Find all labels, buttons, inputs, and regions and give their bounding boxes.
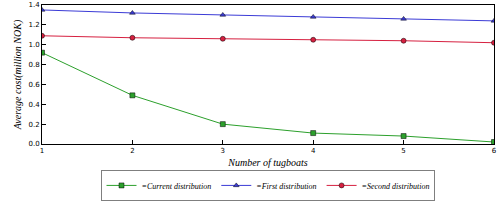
svg-text:0.6: 0.6 xyxy=(28,81,40,89)
svg-text:1.4: 1.4 xyxy=(28,1,40,9)
svg-text:0.8: 0.8 xyxy=(28,61,39,69)
svg-text:=Current distribution: =Current distribution xyxy=(142,182,212,191)
svg-text:1: 1 xyxy=(40,147,44,155)
svg-text:Number of tugboats: Number of tugboats xyxy=(227,157,308,168)
svg-text:4: 4 xyxy=(311,147,316,155)
svg-text:2: 2 xyxy=(130,147,134,155)
svg-text:0.0: 0.0 xyxy=(28,140,39,148)
svg-text:6: 6 xyxy=(492,147,497,155)
svg-text:Average cost(million NOK): Average cost(million NOK) xyxy=(12,19,24,130)
svg-text:0.4: 0.4 xyxy=(28,101,40,109)
svg-text:=First distribution: =First distribution xyxy=(256,182,316,191)
svg-text:5: 5 xyxy=(401,147,405,155)
svg-text:=Second distribution: =Second distribution xyxy=(362,182,430,191)
svg-text:0.2: 0.2 xyxy=(28,121,39,129)
svg-text:1.2: 1.2 xyxy=(28,21,39,29)
svg-text:1.0: 1.0 xyxy=(28,41,39,49)
svg-text:3: 3 xyxy=(221,147,225,155)
